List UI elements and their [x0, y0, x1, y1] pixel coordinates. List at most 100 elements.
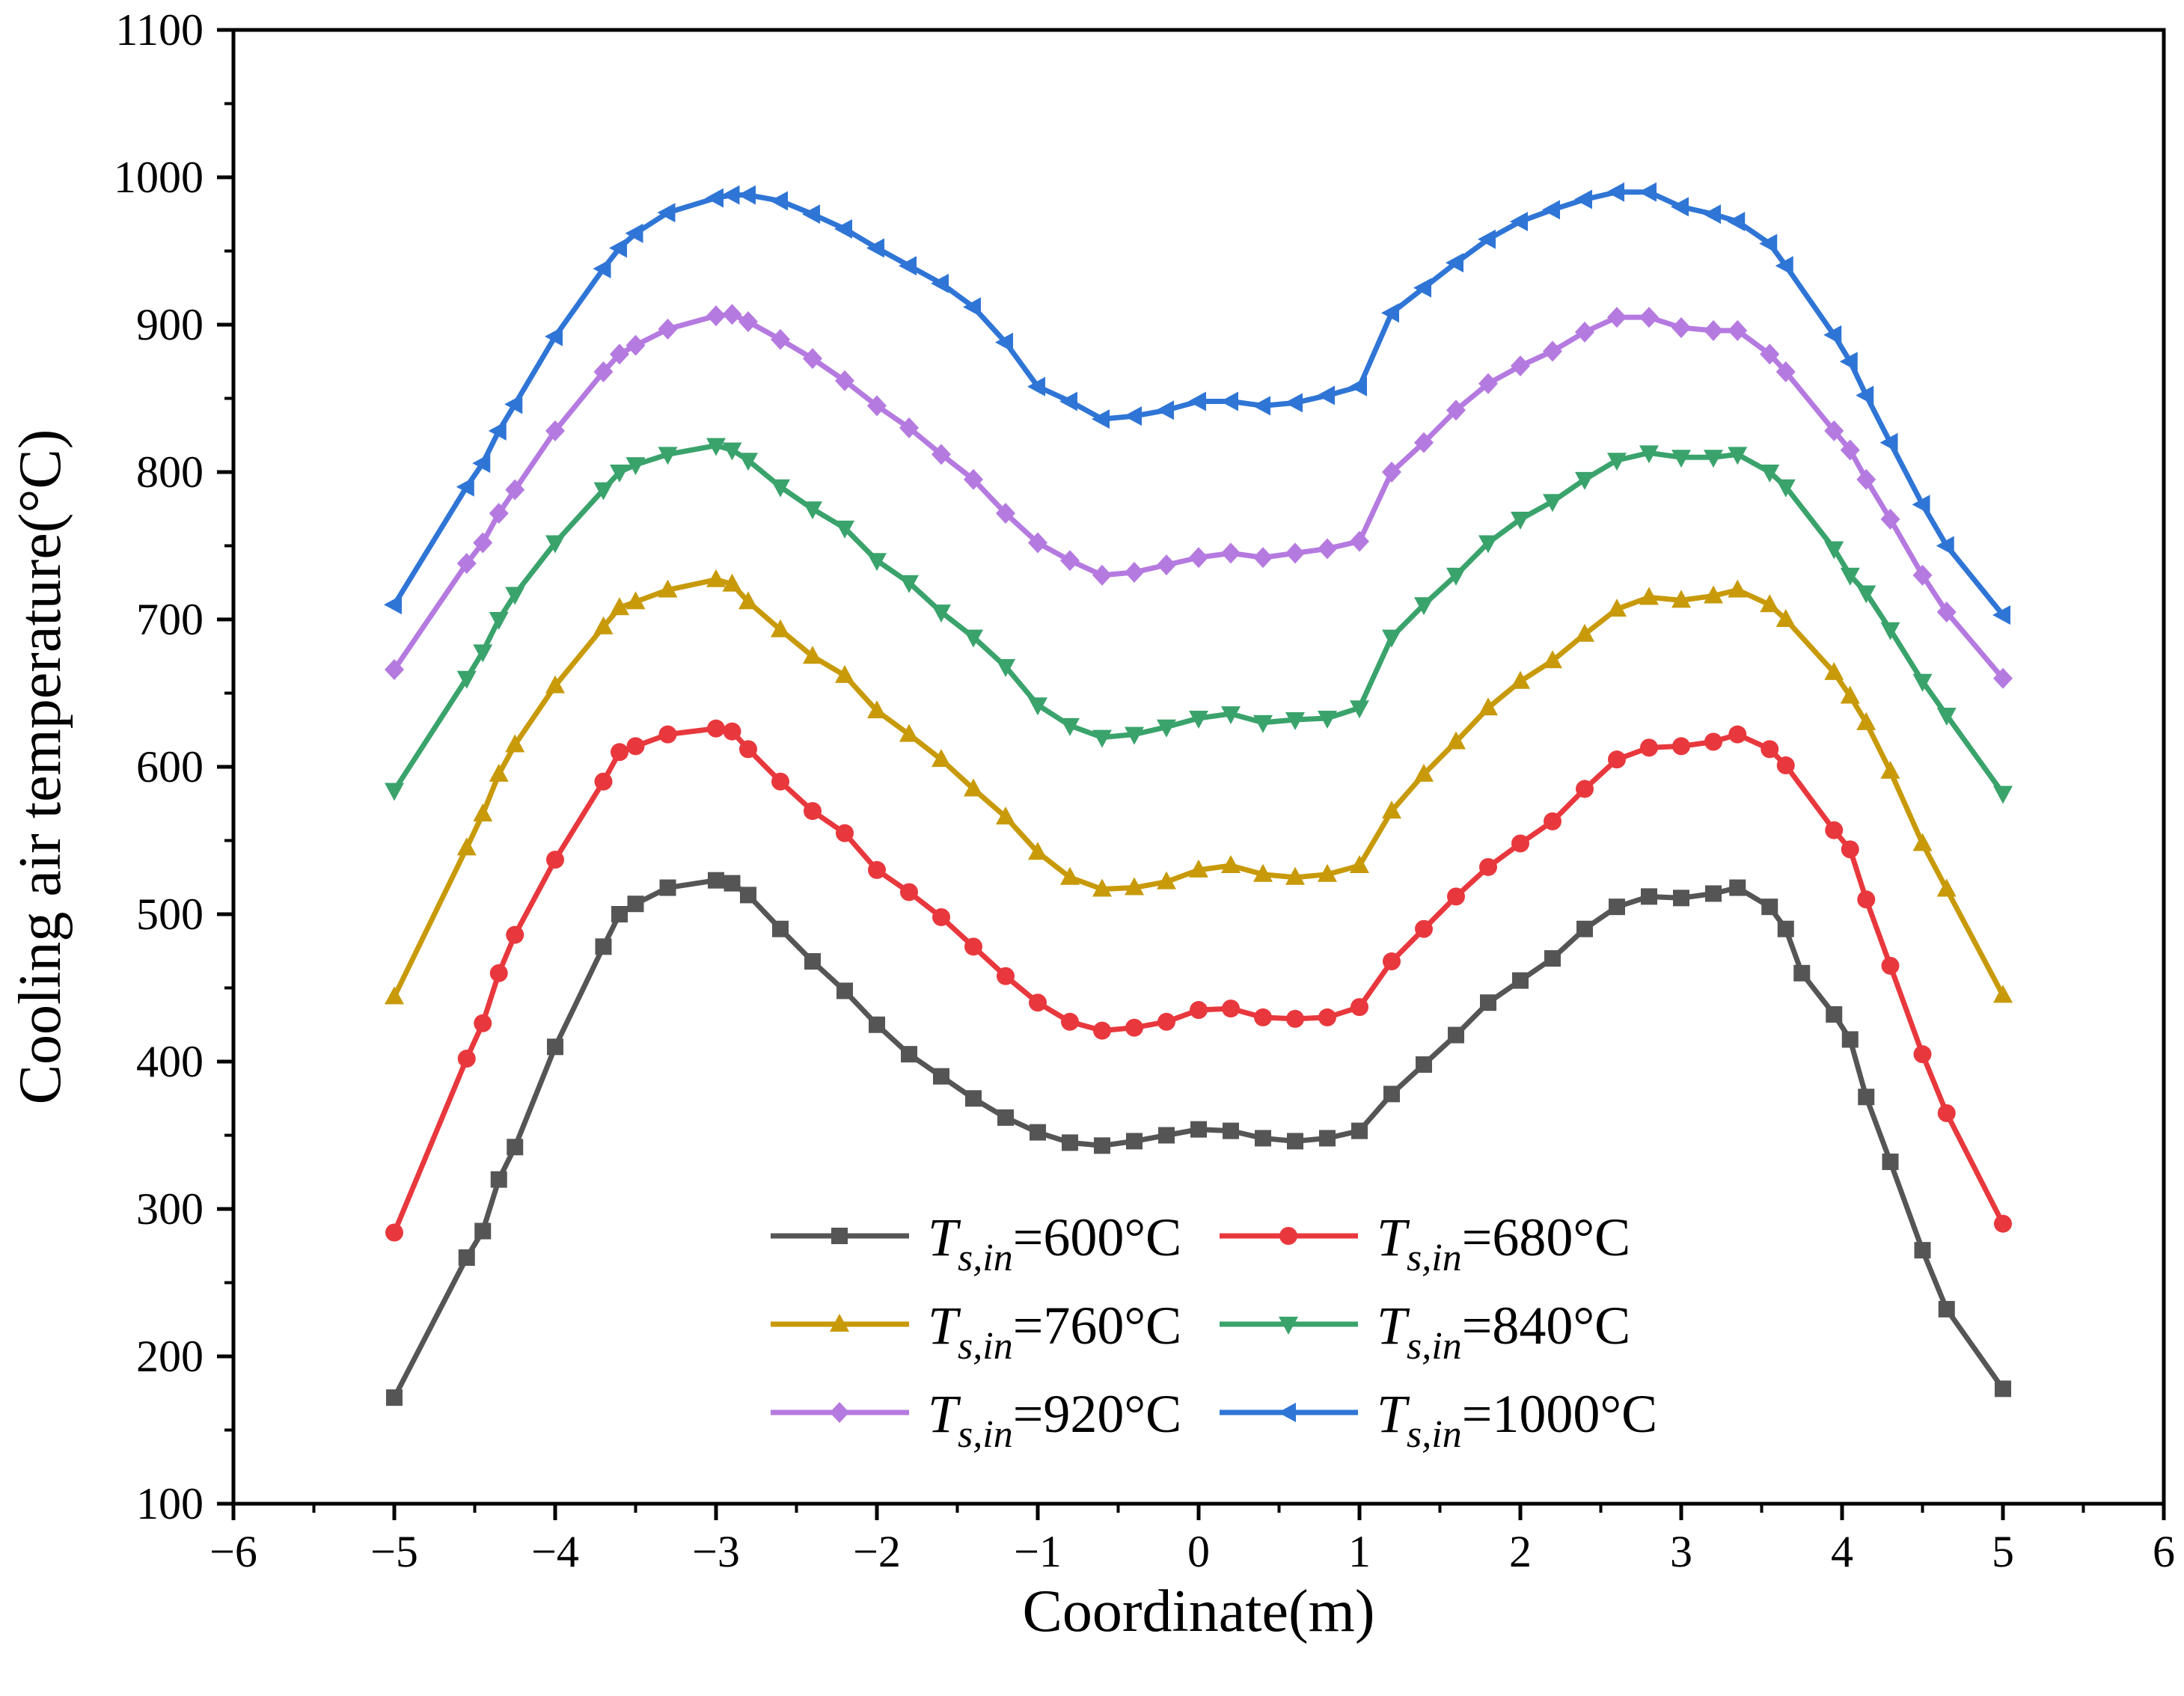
- data-point: [1759, 233, 1778, 254]
- data-point: [625, 334, 646, 356]
- data-point: [1840, 685, 1860, 704]
- data-point: [1511, 834, 1529, 853]
- data-point: [473, 644, 493, 663]
- data-point: [593, 259, 611, 279]
- data-point: [1254, 1008, 1272, 1026]
- data-point: [932, 749, 951, 768]
- data-point: [1190, 1121, 1207, 1138]
- data-point: [866, 238, 884, 258]
- data-point: [1028, 697, 1047, 716]
- data-point: [385, 783, 404, 801]
- x-tick-label: −6: [209, 1527, 257, 1576]
- data-point: [489, 964, 508, 982]
- data-point: [505, 479, 525, 500]
- data-point: [1856, 711, 1876, 730]
- data-point: [595, 938, 612, 955]
- data-point: [1936, 536, 1954, 556]
- data-point: [546, 851, 564, 869]
- data-point: [505, 734, 525, 753]
- data-point: [547, 1038, 563, 1056]
- data-point: [1826, 1005, 1843, 1023]
- data-point: [611, 906, 628, 922]
- data-point: [1542, 200, 1560, 220]
- data-point: [1414, 763, 1434, 782]
- data-point: [472, 453, 491, 474]
- y-tick-label: 1100: [115, 5, 204, 55]
- data-point: [1350, 700, 1369, 719]
- x-axis-title: Coordinate(m): [1023, 1579, 1375, 1644]
- legend-item: Ts,in=600°C: [771, 1207, 1181, 1279]
- data-point: [706, 438, 726, 456]
- legend-label: Ts,in=840°C: [1377, 1296, 1630, 1368]
- data-point: [658, 318, 678, 340]
- data-point: [1993, 985, 2013, 1003]
- legend: Ts,in=600°C Ts,in=680°C Ts,in=760°C Ts,in=8…: [771, 1207, 1657, 1456]
- data-point: [963, 297, 981, 317]
- data-point: [722, 573, 742, 592]
- data-point: [1575, 321, 1594, 343]
- data-point: [1060, 550, 1080, 572]
- data-point: [707, 719, 725, 738]
- legend-marker: [830, 1402, 849, 1423]
- data-point: [1574, 189, 1592, 209]
- data-point: [1285, 393, 1303, 413]
- data-point: [489, 612, 509, 630]
- data-point: [1671, 197, 1689, 217]
- data-point: [1823, 325, 1842, 345]
- y-tick-label: 300: [136, 1184, 204, 1234]
- y-tick-label: 500: [136, 890, 204, 939]
- data-point: [1760, 343, 1780, 365]
- data-point: [834, 218, 852, 239]
- y-tick-label: 700: [136, 595, 204, 644]
- data-point: [1189, 710, 1208, 729]
- data-point: [456, 837, 477, 856]
- data-point: [722, 442, 742, 461]
- data-point: [1223, 1122, 1239, 1139]
- data-point: [1840, 439, 1860, 461]
- data-point: [1641, 888, 1657, 905]
- data-point: [867, 553, 887, 572]
- data-point: [1912, 673, 1933, 692]
- data-point: [456, 670, 477, 689]
- data-point: [506, 925, 524, 944]
- data-point: [1156, 400, 1174, 420]
- series-4: [385, 304, 2013, 689]
- data-point: [1761, 740, 1779, 759]
- data-point: [1936, 601, 1957, 623]
- data-point: [1727, 212, 1746, 232]
- data-point: [1760, 465, 1780, 483]
- legend-label: Ts,in=600°C: [928, 1207, 1181, 1279]
- data-point: [1028, 842, 1047, 860]
- data-point: [803, 646, 822, 664]
- data-point: [1319, 1130, 1336, 1147]
- data-point: [1938, 1300, 1955, 1317]
- data-point: [1029, 994, 1047, 1012]
- data-point: [1446, 731, 1466, 750]
- data-point: [1995, 1380, 2011, 1397]
- data-point: [1478, 229, 1496, 249]
- data-point: [1125, 1018, 1143, 1037]
- y-tick-label: 600: [136, 742, 204, 792]
- data-point: [1728, 447, 1748, 465]
- data-point: [1839, 352, 1858, 372]
- data-point: [996, 659, 1015, 678]
- data-point: [1351, 998, 1368, 1017]
- data-point: [900, 883, 918, 901]
- series-2: [385, 569, 2013, 1005]
- data-point: [706, 188, 724, 208]
- data-point: [771, 479, 790, 498]
- data-point: [722, 304, 742, 325]
- data-point: [1318, 863, 1337, 882]
- data-point: [658, 725, 677, 744]
- data-point: [659, 879, 676, 896]
- data-point: [1255, 1130, 1271, 1147]
- data-point: [1607, 599, 1627, 617]
- data-point: [932, 444, 951, 465]
- data-point: [1126, 1133, 1143, 1150]
- data-point: [1639, 587, 1659, 605]
- data-point: [1856, 585, 1876, 604]
- data-point: [899, 256, 917, 276]
- data-point: [1221, 854, 1241, 873]
